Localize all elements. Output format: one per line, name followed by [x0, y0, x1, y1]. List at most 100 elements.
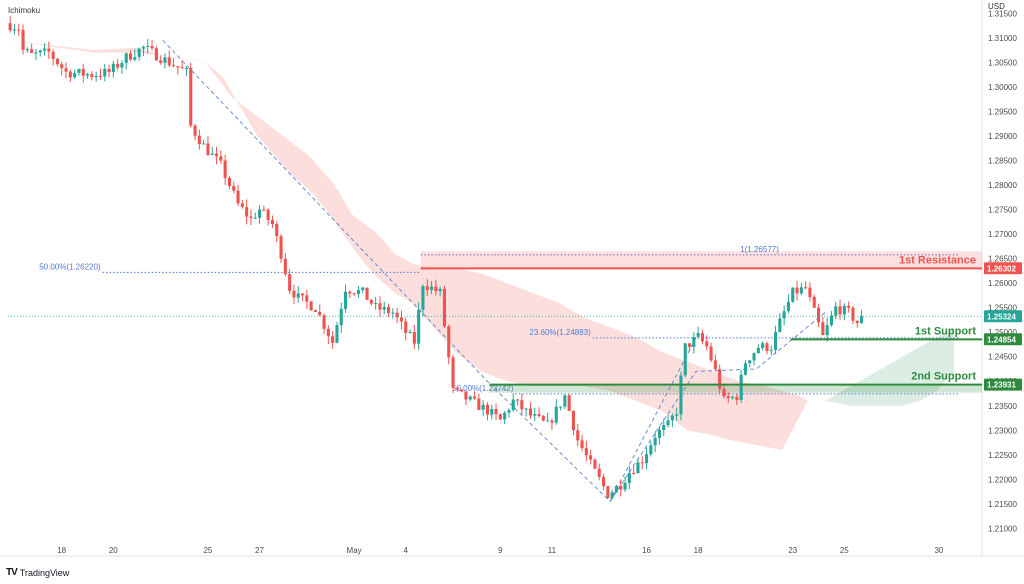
x-tick-label: 27	[255, 546, 264, 555]
level-label: 2nd Support	[911, 371, 976, 383]
candle-body	[825, 325, 829, 336]
candle-body	[537, 414, 541, 417]
ichimoku-cloud-bullish	[825, 327, 954, 406]
candle-body	[791, 287, 795, 302]
tradingview-logo-icon: TV	[6, 567, 18, 578]
candle-body	[120, 63, 124, 68]
candle-body	[812, 296, 816, 308]
fib-level-label: 50.00%(1.23742)	[452, 384, 514, 393]
candle-body	[528, 408, 532, 416]
candle-body	[275, 224, 279, 237]
x-tick-label: 23	[788, 546, 797, 555]
candle-body	[473, 396, 477, 399]
candle-body	[477, 398, 481, 410]
ichimoku-cloud	[8, 40, 954, 450]
time-axis: 18 20 25 27 May 4 9 11 16 18 23 25 30	[57, 546, 944, 555]
candle-body	[696, 333, 700, 337]
y-tick-label: 1.21500	[988, 500, 1017, 509]
candle-body	[752, 353, 756, 361]
candle-body	[352, 293, 356, 295]
candle-body	[533, 414, 537, 416]
candle-body	[688, 343, 692, 347]
candle-body	[761, 343, 765, 348]
candle-body	[25, 49, 29, 51]
candle-body	[722, 388, 726, 397]
candle-body	[215, 153, 219, 157]
candle-body	[240, 203, 244, 208]
candle-body	[602, 476, 606, 487]
candle-body	[550, 420, 554, 423]
candle-body	[735, 396, 739, 401]
candle-body	[786, 301, 790, 312]
candle-body	[847, 305, 851, 308]
y-tick-label: 1.28000	[988, 181, 1017, 190]
ichimoku-cloud-bearish	[8, 40, 808, 450]
candle-body	[141, 46, 145, 49]
level-price-tag-bg	[984, 333, 1022, 346]
candle-body	[434, 286, 438, 292]
candle-body	[374, 303, 378, 305]
candle-body	[662, 425, 666, 430]
candle-body	[387, 306, 391, 313]
candle-body	[322, 315, 326, 329]
candle-body	[597, 468, 601, 477]
candle-body	[623, 483, 627, 490]
y-tick-label: 1.23500	[988, 402, 1017, 411]
candle-body	[804, 287, 808, 289]
x-tick-label: May	[347, 546, 362, 555]
candle-body	[348, 291, 352, 294]
candle-body	[86, 74, 90, 76]
candle-body	[124, 53, 128, 63]
candle-body	[576, 430, 580, 441]
candle-body	[236, 190, 240, 204]
candle-body	[451, 357, 455, 388]
candle-body	[339, 308, 343, 326]
candle-body	[546, 420, 550, 422]
candle-body	[382, 306, 386, 310]
key-levels: 1st Resistance 1st Support 2nd Support	[8, 254, 982, 386]
candle-body	[55, 58, 59, 65]
candle-body	[137, 48, 141, 58]
candle-body	[619, 486, 623, 490]
candle-body	[288, 274, 292, 291]
candle-body	[421, 286, 425, 310]
support-zone	[489, 384, 982, 393]
tradingview-logo: TV TradingView	[6, 567, 69, 578]
candle-body	[395, 312, 399, 318]
y-tick-label: 1.26000	[988, 279, 1017, 288]
fibonacci-lines: 50.00%(1.26220) 1(1.26577) 23.60%(1.24883)…	[39, 39, 959, 503]
candle-body	[146, 46, 150, 47]
candle-body	[270, 219, 274, 224]
candle-body	[860, 316, 864, 324]
candle-body	[851, 307, 855, 321]
x-tick-label: 11	[548, 546, 557, 555]
candle-body	[223, 160, 227, 178]
candle-body	[184, 67, 188, 69]
candle-body	[172, 65, 176, 67]
candle-body	[731, 396, 735, 399]
fib-level-label: 23.60%(1.24883)	[529, 328, 591, 337]
candle-body	[657, 430, 661, 438]
y-tick-label: 1.27000	[988, 230, 1017, 239]
x-tick-label: 4	[403, 546, 408, 555]
candle-body	[675, 414, 679, 416]
candle-body	[180, 67, 184, 69]
x-tick-label: 16	[642, 546, 651, 555]
x-tick-label: 18	[694, 546, 703, 555]
indicator-name: Ichimoku	[8, 6, 40, 15]
candle-body	[507, 410, 511, 413]
candle-body	[64, 68, 68, 72]
x-tick-label: 25	[840, 546, 849, 555]
candle-body	[795, 287, 799, 294]
candle-body	[197, 135, 201, 145]
y-tick-label: 1.23000	[988, 426, 1017, 435]
candle-body	[666, 420, 670, 426]
candle-body	[107, 68, 111, 72]
candle-body	[335, 325, 339, 343]
y-tick-label: 1.26500	[988, 255, 1017, 264]
y-tick-label: 1.29500	[988, 108, 1017, 117]
candle-body	[778, 318, 782, 332]
x-tick-label: 18	[57, 546, 66, 555]
candle-body	[782, 311, 786, 319]
